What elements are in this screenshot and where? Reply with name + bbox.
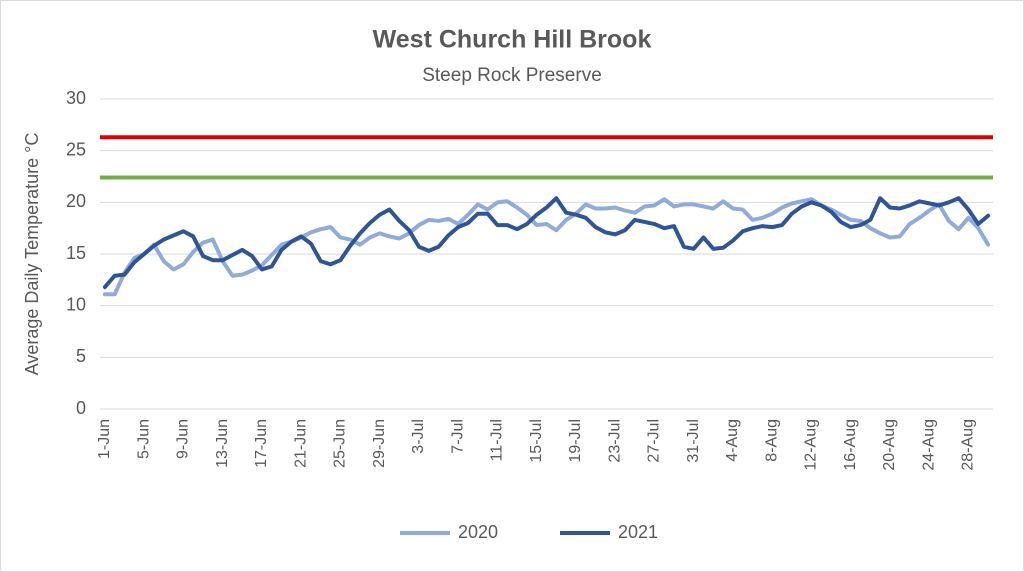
x-tick-label: 1-Jun [96,419,113,459]
chart-title: West Church Hill Brook [373,26,652,54]
legend-label: 2020 [458,522,498,542]
x-tick-label: 24-Aug [920,419,937,471]
y-tick-label: 5 [76,346,86,366]
x-tick-label: 12-Aug [803,419,820,471]
x-tick-label: 4-Aug [724,419,741,462]
x-tick-label: 8-Aug [763,419,780,462]
x-tick-label: 17-Jun [253,419,270,468]
x-tick-label: 29-Jun [371,419,388,468]
x-tick-label: 3-Jul [410,419,427,454]
x-tick-label: 13-Jun [214,419,231,468]
chart-subtitle: Steep Rock Preserve [422,65,602,86]
x-tick-label: 23-Jul [606,419,623,463]
x-tick-label: 19-Jul [567,419,584,463]
y-tick-label: 0 [76,398,86,418]
x-tick-label: 5-Jun [135,419,152,459]
y-tick-label: 10 [66,294,86,314]
series-line [102,197,991,297]
x-tick-label: 11-Jul [489,419,506,461]
x-tick-label: 7-Jul [449,419,466,454]
x-tick-label: 27-Jul [646,419,663,463]
x-tick-label: 25-Jun [332,419,349,468]
y-axis-title: Average Daily Temperature °C [22,133,42,376]
y-tick-label: 25 [66,139,86,159]
legend-label: 2021 [618,522,658,542]
x-tick-label: 15-Jul [528,419,545,463]
series-line [102,196,991,290]
y-tick-label: 20 [66,191,86,211]
x-tick-label: 28-Aug [960,419,977,471]
y-tick-label: 30 [66,88,86,108]
x-tick-label: 21-Jun [292,419,309,468]
x-tick-label: 16-Aug [842,419,859,471]
x-tick-label: 9-Jun [175,419,192,459]
y-tick-label: 15 [66,243,86,263]
x-tick-label: 31-Jul [685,419,702,463]
x-tick-label: 20-Aug [881,419,898,471]
